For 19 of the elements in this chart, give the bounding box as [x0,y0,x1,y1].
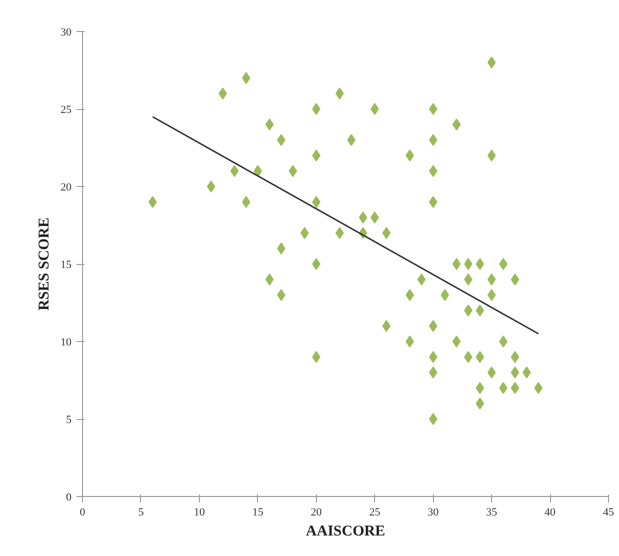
x-tick-label: 40 [544,506,556,518]
x-tick-label: 20 [310,506,322,518]
y-tick-label: 5 [66,414,72,426]
x-axis-title: AAISCORE [306,524,386,540]
x-tick-label: 25 [369,506,381,518]
y-tick-label: 0 [66,492,72,504]
y-axis-title: RSES SCORE [36,218,52,310]
y-tick-label: 15 [60,259,72,271]
x-tick-label: 15 [252,506,264,518]
y-tick-label: 25 [60,104,72,116]
x-tick-label: 0 [80,506,86,518]
x-tick-label: 45 [603,506,614,518]
x-tick-label: 10 [194,506,206,518]
y-tick-label: 30 [60,26,72,38]
y-tick-label: 10 [60,336,72,348]
x-tick-label: 35 [486,506,498,518]
y-tick-label: 20 [60,182,72,194]
x-tick-label: 5 [138,506,144,518]
x-tick-label: 30 [428,506,440,518]
